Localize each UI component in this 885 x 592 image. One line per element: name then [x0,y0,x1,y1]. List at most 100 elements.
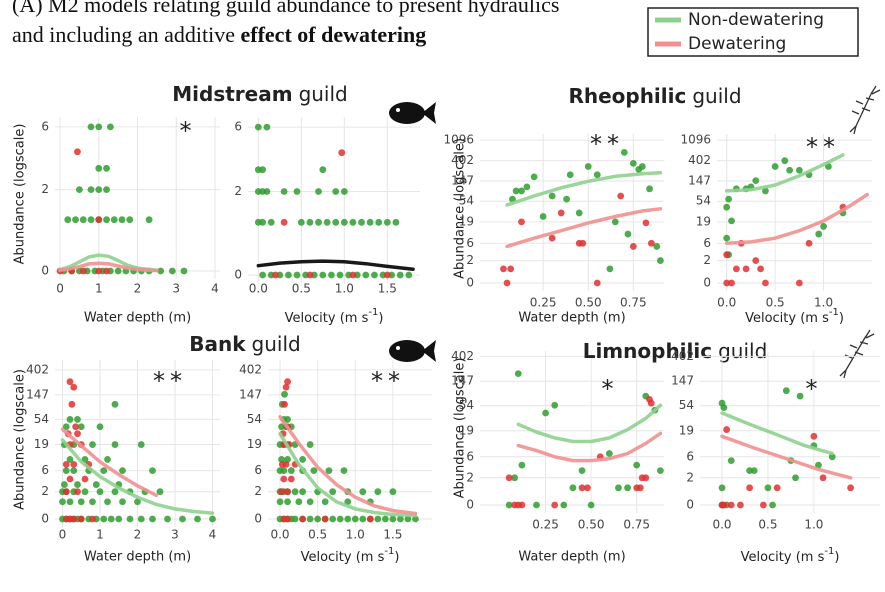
point [87,216,95,224]
y-tick-label: 2 [41,182,49,196]
panel-title-rest: guild [718,339,767,363]
x-tick-label: 0.25 [530,296,557,310]
point [299,456,307,463]
panel-title-bold: Bank [189,332,246,356]
panel-title: Bank guild [189,332,300,356]
y-tick-label: 54 [34,412,49,426]
point [66,456,74,463]
point [280,475,288,483]
point [278,456,285,463]
point [284,416,291,423]
x-axis-label-part: Velocity (m s [301,550,385,565]
point [119,467,126,475]
point [96,488,104,496]
point [759,501,767,509]
point [575,209,583,217]
x-axis-label-part: Velocity (m s [285,311,369,326]
y-tick-label: 402 [239,362,262,376]
caption-line: and including an additive effect of dewa… [12,22,426,47]
point [815,230,823,238]
point [104,456,111,463]
point [557,209,565,217]
significance: * [180,117,197,145]
point [70,515,78,523]
point [505,501,513,509]
point [107,515,115,523]
y-tick-label: 19 [696,214,711,228]
point [742,265,750,273]
fit-line [516,431,663,463]
y-tick-label: 147 [451,174,474,188]
point [111,488,119,496]
x-tick-label: 4 [209,528,217,542]
point [70,461,78,468]
point [284,498,291,506]
point [297,218,305,226]
point [95,123,103,131]
point [805,239,813,247]
panel-title-bold: Limnophilic [583,339,712,363]
point [280,218,288,226]
point [389,515,397,523]
point [723,234,731,242]
x-axis-label: Water depth (m) [84,311,191,326]
point [103,186,110,194]
point [68,400,76,408]
fit-line [278,415,418,516]
point [566,171,574,179]
fit-line [724,192,869,246]
point [306,498,314,506]
point [647,239,655,247]
fit-line [60,438,215,515]
point [126,515,134,523]
point [77,423,85,431]
point [505,474,513,482]
point [587,501,595,509]
point [728,217,735,225]
x-axis-label-part: -1 [829,307,839,318]
fit-line [58,253,159,273]
point [725,195,733,203]
point [633,461,641,469]
point [272,271,279,279]
point [95,216,103,224]
y-tick-label: 54 [696,194,711,208]
point [723,251,731,259]
y-axis-label: Abundance (logscale) [453,358,468,499]
point [366,515,374,523]
x-tick-label: 0.0 [717,296,736,310]
point [351,515,359,523]
panel-title: Midstream guild [172,82,348,106]
y-tick-label: 0 [41,512,49,526]
y-tick-label: 2 [466,253,474,267]
x-tick-label: 1.5 [378,282,397,296]
x-axis-label-part: -1 [384,546,394,557]
x-axis-label-part: ) [394,550,399,565]
point [332,188,340,195]
point [593,279,601,287]
point [642,219,650,227]
point [629,243,637,250]
point [287,467,295,475]
point [518,461,526,469]
x-axis-label-part: ) [834,550,839,565]
panel-title-rest: guild [252,332,301,356]
point [762,187,769,195]
point [773,484,781,492]
point [728,279,735,287]
point [647,399,655,407]
x-tick-label: 0 [59,528,67,542]
point [617,192,625,200]
point [723,279,731,287]
point [405,271,413,279]
fit-line [720,411,834,456]
point [620,149,628,156]
point [338,149,346,157]
point [359,515,367,523]
point [280,467,288,475]
point [104,498,111,506]
point [656,257,664,264]
point [503,279,511,287]
point [281,400,288,408]
